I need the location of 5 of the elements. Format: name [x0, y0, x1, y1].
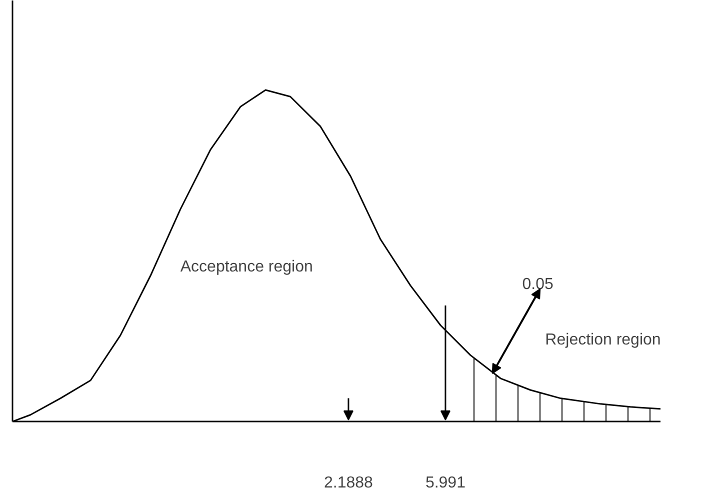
- annotation: 0.05: [522, 276, 554, 293]
- annotation: Acceptance region: [180, 258, 313, 276]
- x-tick-label: 2.1888: [324, 474, 374, 492]
- x-tick-label: 5.991: [425, 474, 466, 492]
- annotation: Rejection region: [545, 332, 661, 349]
